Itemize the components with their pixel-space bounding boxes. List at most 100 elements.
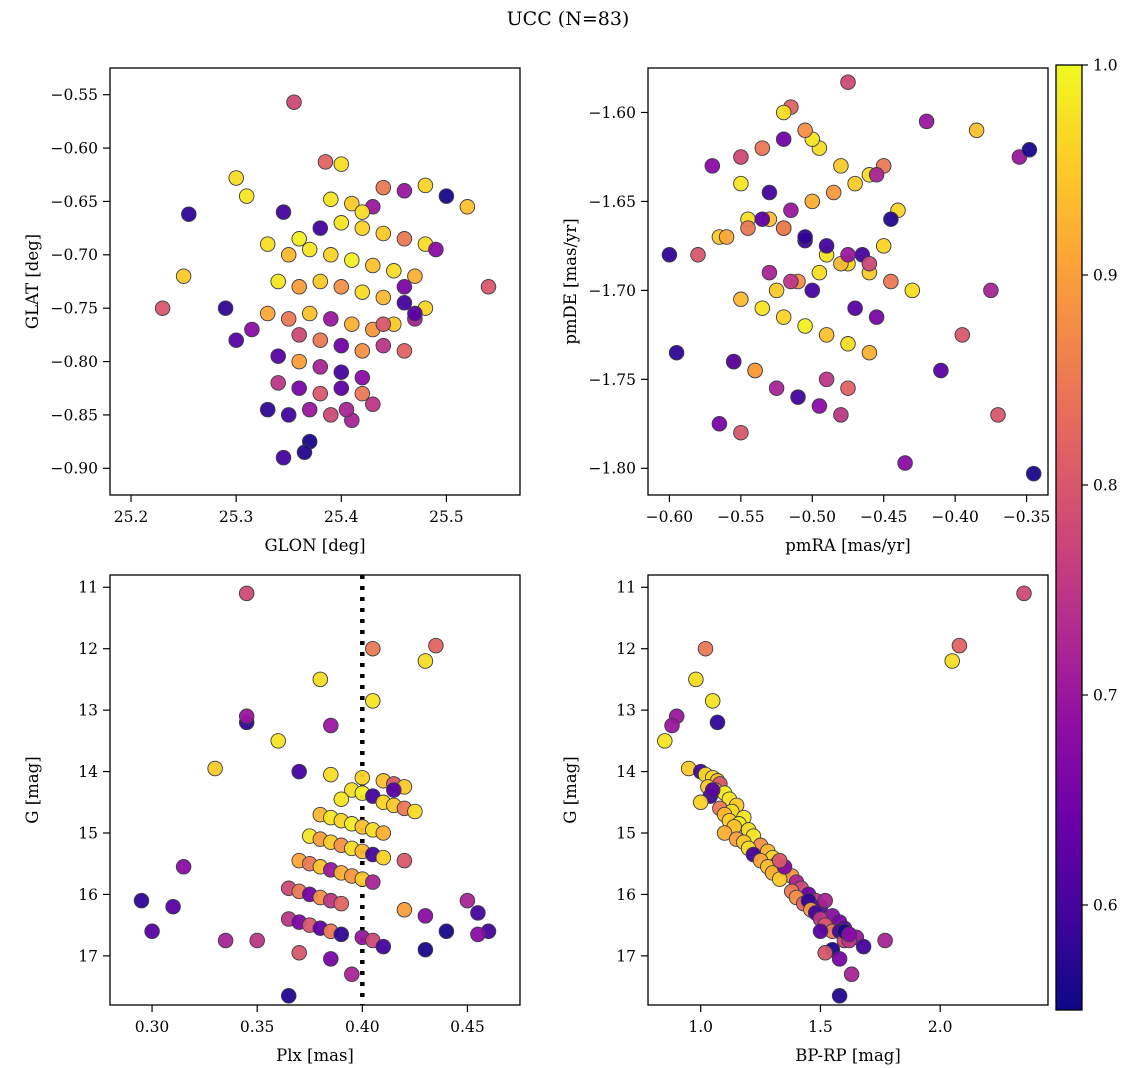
scatter-point: [375, 825, 392, 841]
scatter-point: [259, 305, 276, 322]
y-tick-label: −0.55: [51, 86, 99, 104]
scatter-point: [259, 401, 276, 418]
x-tick-label: −0.40: [931, 508, 979, 526]
scatter-point: [354, 220, 371, 236]
scatter-point: [428, 241, 444, 258]
scatter-point: [323, 951, 339, 967]
scatter-point: [280, 247, 297, 263]
scatter-point: [333, 279, 350, 295]
scatter-point: [296, 444, 313, 461]
scatter-point: [875, 238, 892, 254]
scatter-point: [154, 300, 171, 316]
scatter-point: [291, 279, 307, 295]
scatter-point: [175, 859, 192, 875]
scatter-point: [333, 364, 350, 380]
y-tick-label: −0.60: [51, 139, 99, 157]
scatter-point: [783, 202, 799, 219]
scatter-point: [983, 282, 999, 299]
scatter-point: [333, 380, 350, 396]
x-axis-label: pmRA [mas/yr]: [785, 536, 910, 555]
y-tick-label: 15: [78, 824, 98, 842]
scatter-point: [280, 407, 297, 423]
scatter-point: [417, 908, 434, 924]
x-tick-label: 0.40: [345, 1018, 380, 1036]
scatter-point: [775, 309, 792, 325]
scatter-point: [338, 401, 355, 418]
scatter-point: [249, 932, 265, 949]
panel-glon-glat: 25.2 25.3 25.4 25.5 −0.55 −0.60 −0.65 −0.70 −0.7…: [23, 67, 521, 555]
y-tick-label: −1.70: [589, 282, 637, 300]
scatter-point: [797, 122, 813, 139]
scatter-point: [688, 671, 704, 688]
scatter-point: [291, 231, 307, 247]
y-tick-label: −1.60: [589, 104, 637, 122]
colorbar-tick-label: 0.9: [1093, 266, 1118, 284]
scatter-point: [291, 327, 307, 343]
y-tick-label: 11: [78, 579, 98, 597]
scatter-point: [312, 385, 329, 402]
y-tick-label: 12: [78, 640, 98, 658]
scatter-point: [840, 336, 856, 352]
scatter-point: [1016, 585, 1032, 602]
scatter-point: [690, 247, 706, 263]
y-tick-label: 13: [78, 702, 98, 720]
scatter-point: [365, 874, 381, 890]
scatter-point: [323, 717, 339, 734]
scatter-point: [804, 193, 821, 210]
scatter-point: [657, 733, 673, 749]
scatter-point: [733, 291, 749, 308]
scatter-point: [386, 263, 402, 279]
scatter-point: [692, 794, 709, 811]
scatter-point: [811, 264, 828, 281]
y-tick-label: 13: [616, 702, 636, 720]
x-tick-label: 0.45: [450, 1018, 485, 1036]
scatter-point: [740, 220, 756, 236]
scatter-point: [396, 852, 413, 869]
y-axis-label: pmDE [mas/yr]: [561, 218, 580, 344]
scatter-point: [775, 220, 792, 236]
scatter-point: [375, 289, 392, 306]
x-tick-label: −0.50: [789, 508, 837, 526]
scatter-point: [375, 316, 392, 332]
scatter-point: [704, 693, 721, 709]
scatter-point: [365, 640, 381, 657]
scatter-point: [417, 653, 434, 669]
scatter-point: [459, 199, 476, 215]
scatter-point: [365, 396, 381, 413]
scatter-point: [868, 309, 885, 325]
x-tick-label: 25.4: [324, 508, 359, 526]
colorbar-tick-label: 0.6: [1093, 896, 1118, 914]
scatter-point: [747, 362, 763, 379]
scatter-point: [323, 191, 339, 208]
scatter-point: [725, 353, 742, 370]
scatter-point: [417, 177, 434, 194]
x-tick-label: 25.5: [429, 508, 464, 526]
axes-frame: [647, 67, 1049, 496]
scatter-point: [238, 585, 255, 602]
y-tick-label: −0.65: [51, 193, 99, 211]
scatter-point: [797, 229, 813, 245]
scatter-point: [847, 300, 863, 316]
scatter-point: [768, 380, 785, 396]
x-tick-label: 25.3: [219, 508, 254, 526]
scatter-point: [301, 401, 318, 418]
scatter-point: [228, 170, 244, 186]
scatter-point: [664, 717, 680, 734]
axes-frame: [109, 67, 521, 496]
scatter-point: [291, 353, 307, 370]
y-tick-label: −0.70: [51, 246, 99, 264]
scatter-point: [301, 241, 318, 258]
y-tick-label: −1.75: [589, 371, 637, 389]
scatter-point: [733, 175, 749, 192]
y-tick-label: −0.75: [51, 300, 99, 318]
scatter-point: [354, 369, 371, 386]
scatter-point: [238, 708, 255, 725]
scatter-point: [396, 231, 413, 247]
scatter-point: [847, 175, 863, 192]
scatter-point: [438, 923, 455, 940]
scatter-point: [133, 892, 150, 909]
scatter-point: [407, 305, 423, 322]
y-tick-label: −0.85: [51, 406, 99, 424]
scatter-point: [1025, 465, 1042, 482]
scatter-point: [270, 348, 286, 364]
